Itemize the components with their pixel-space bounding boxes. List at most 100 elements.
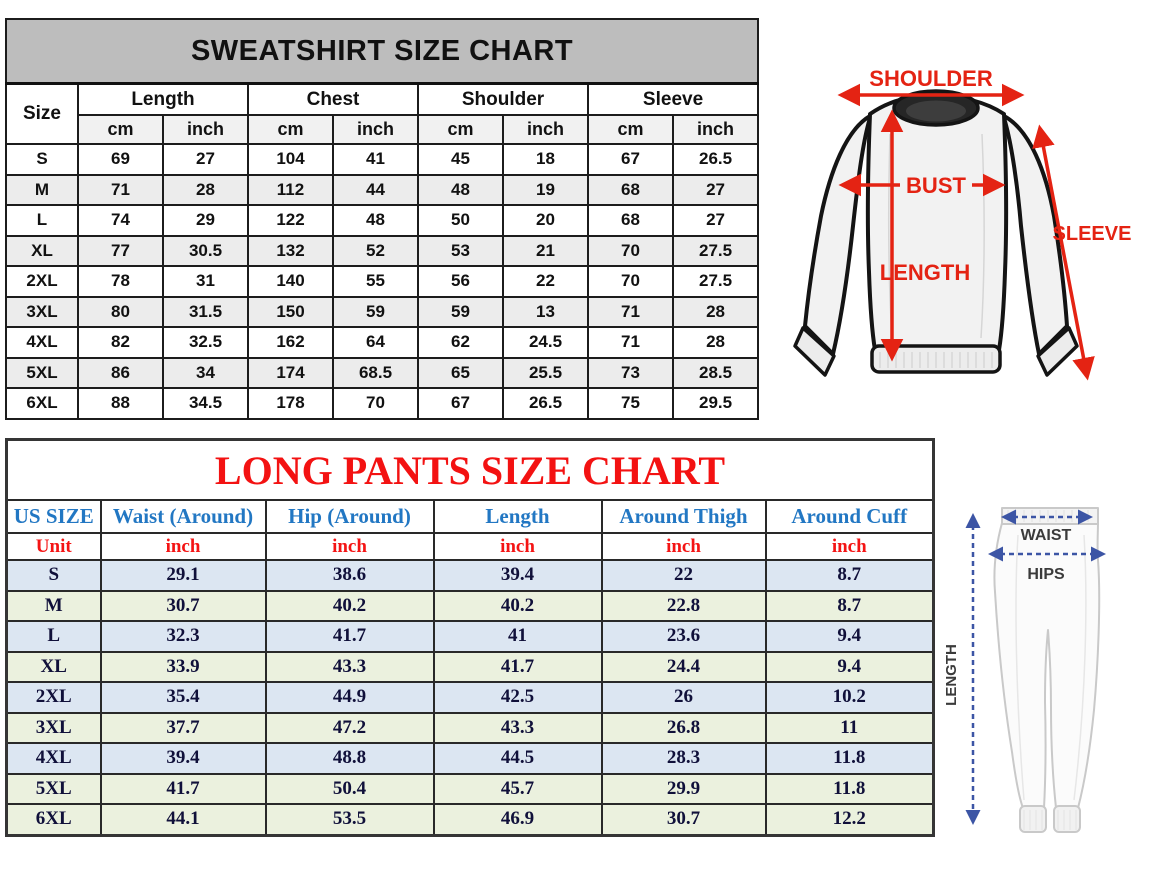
value-cell: 31 [162, 265, 249, 298]
value-cell: 68.5 [332, 356, 419, 389]
value-cell: 18 [502, 143, 589, 176]
table-row: S 69 27 104 41 45 18 67 26.5 [5, 143, 760, 176]
unit-cell: inch [432, 532, 603, 561]
pants-measure-arrows [965, 509, 1106, 825]
table-row: 5XL 86 34 174 68.5 65 25.5 73 28.5 [5, 356, 760, 389]
value-cell: 24.4 [600, 650, 767, 683]
size-cell: 5XL [5, 356, 79, 389]
measurement-arrows [837, 83, 1095, 381]
pants-drawing [993, 507, 1101, 833]
unit-header: cm [247, 114, 334, 145]
unit-header: inch [671, 114, 760, 145]
value-cell: 34.5 [162, 387, 249, 420]
value-cell: 71 [587, 326, 674, 359]
value-cell: 11.8 [764, 742, 935, 775]
table-row: 5XL 41.7 50.4 45.7 29.9 11.8 [5, 772, 935, 805]
size-cell: 3XL [5, 295, 79, 328]
value-cell: 32.5 [162, 326, 249, 359]
value-cell: 78 [77, 265, 164, 298]
value-cell: 48.8 [264, 742, 435, 775]
value-cell: 45 [417, 143, 504, 176]
size-cell: M [5, 589, 102, 622]
size-cell: S [5, 559, 102, 592]
table-row: 6XL 88 34.5 178 70 67 26.5 75 29.5 [5, 387, 760, 420]
value-cell: 178 [247, 387, 334, 420]
value-cell: 45.7 [432, 772, 603, 805]
unit-header: inch [162, 114, 249, 145]
value-cell: 35.4 [99, 681, 267, 714]
value-cell: 41.7 [432, 650, 603, 683]
size-cell: L [5, 620, 102, 653]
value-cell: 34 [162, 356, 249, 389]
value-cell: 70 [587, 234, 674, 267]
value-cell: 27 [671, 204, 760, 237]
size-cell: 2XL [5, 265, 79, 298]
value-cell: 31.5 [162, 295, 249, 328]
unit-header: cm [587, 114, 674, 145]
size-cell: 5XL [5, 772, 102, 805]
waist-label: WAIST [1021, 527, 1072, 544]
thigh-header: Around Thigh [600, 499, 767, 534]
value-cell: 46.9 [432, 803, 603, 836]
unit-cell: Unit [5, 532, 102, 561]
value-cell: 28.5 [671, 356, 760, 389]
size-cell: 6XL [5, 803, 102, 836]
sleeve-label: SLEEVE [1053, 223, 1132, 245]
value-cell: 24.5 [502, 326, 589, 359]
value-cell: 47.2 [264, 711, 435, 744]
value-cell: 62 [417, 326, 504, 359]
sweatshirt-diagram: SHOULDER BUST LENGTH SLEEVE [793, 66, 1132, 381]
length-header: Length [432, 499, 603, 534]
shoulder-label: SHOULDER [869, 66, 993, 91]
value-cell: 33.9 [99, 650, 267, 683]
sleeve-arrow [1032, 124, 1095, 381]
value-cell: 150 [247, 295, 334, 328]
sweatshirt-table-title: SWEATSHIRT SIZE CHART [4, 18, 760, 85]
length-group-header: Length [77, 82, 249, 116]
value-cell: 29 [162, 204, 249, 237]
table-row: S 29.1 38.6 39.4 22 8.7 [5, 559, 935, 592]
unit-header: inch [502, 114, 589, 145]
value-cell: 67 [417, 387, 504, 420]
unit-cell: inch [764, 532, 935, 561]
value-cell: 82 [77, 326, 164, 359]
value-cell: 19 [502, 173, 589, 206]
value-cell: 86 [77, 356, 164, 389]
value-cell: 75 [587, 387, 674, 420]
value-cell: 20 [502, 204, 589, 237]
value-cell: 52 [332, 234, 419, 267]
size-cell: 4XL [5, 326, 79, 359]
value-cell: 30.7 [600, 803, 767, 836]
value-cell: 30.7 [99, 589, 267, 622]
value-cell: 44.1 [99, 803, 267, 836]
table-row: 4XL 82 32.5 162 64 62 24.5 71 28 [5, 326, 760, 359]
length-label: LENGTH [880, 260, 970, 285]
pants-table-title: LONG PANTS SIZE CHART [5, 438, 935, 501]
size-column-header: Size [5, 82, 79, 145]
value-cell: 71 [587, 295, 674, 328]
value-cell: 132 [247, 234, 334, 267]
value-cell: 28 [162, 173, 249, 206]
value-cell: 32.3 [99, 620, 267, 653]
value-cell: 67 [587, 143, 674, 176]
size-cell: 2XL [5, 681, 102, 714]
value-cell: 12.2 [764, 803, 935, 836]
sweatshirt-drawing [793, 89, 1079, 377]
value-cell: 22 [600, 559, 767, 592]
value-cell: 68 [587, 173, 674, 206]
value-cell: 13 [502, 295, 589, 328]
hips-label: HIPS [1027, 566, 1065, 583]
value-cell: 22.8 [600, 589, 767, 622]
value-cell: 77 [77, 234, 164, 267]
value-cell: 25.5 [502, 356, 589, 389]
value-cell: 27.5 [671, 265, 760, 298]
value-cell: 68 [587, 204, 674, 237]
value-cell: 39.4 [99, 742, 267, 775]
value-cell: 27 [162, 143, 249, 176]
unit-header: inch [332, 114, 419, 145]
value-cell: 8.7 [764, 589, 935, 622]
value-cell: 21 [502, 234, 589, 267]
pants-length-label: LENGTH [943, 644, 960, 706]
bust-label: BUST [906, 173, 966, 198]
value-cell: 11 [764, 711, 935, 744]
